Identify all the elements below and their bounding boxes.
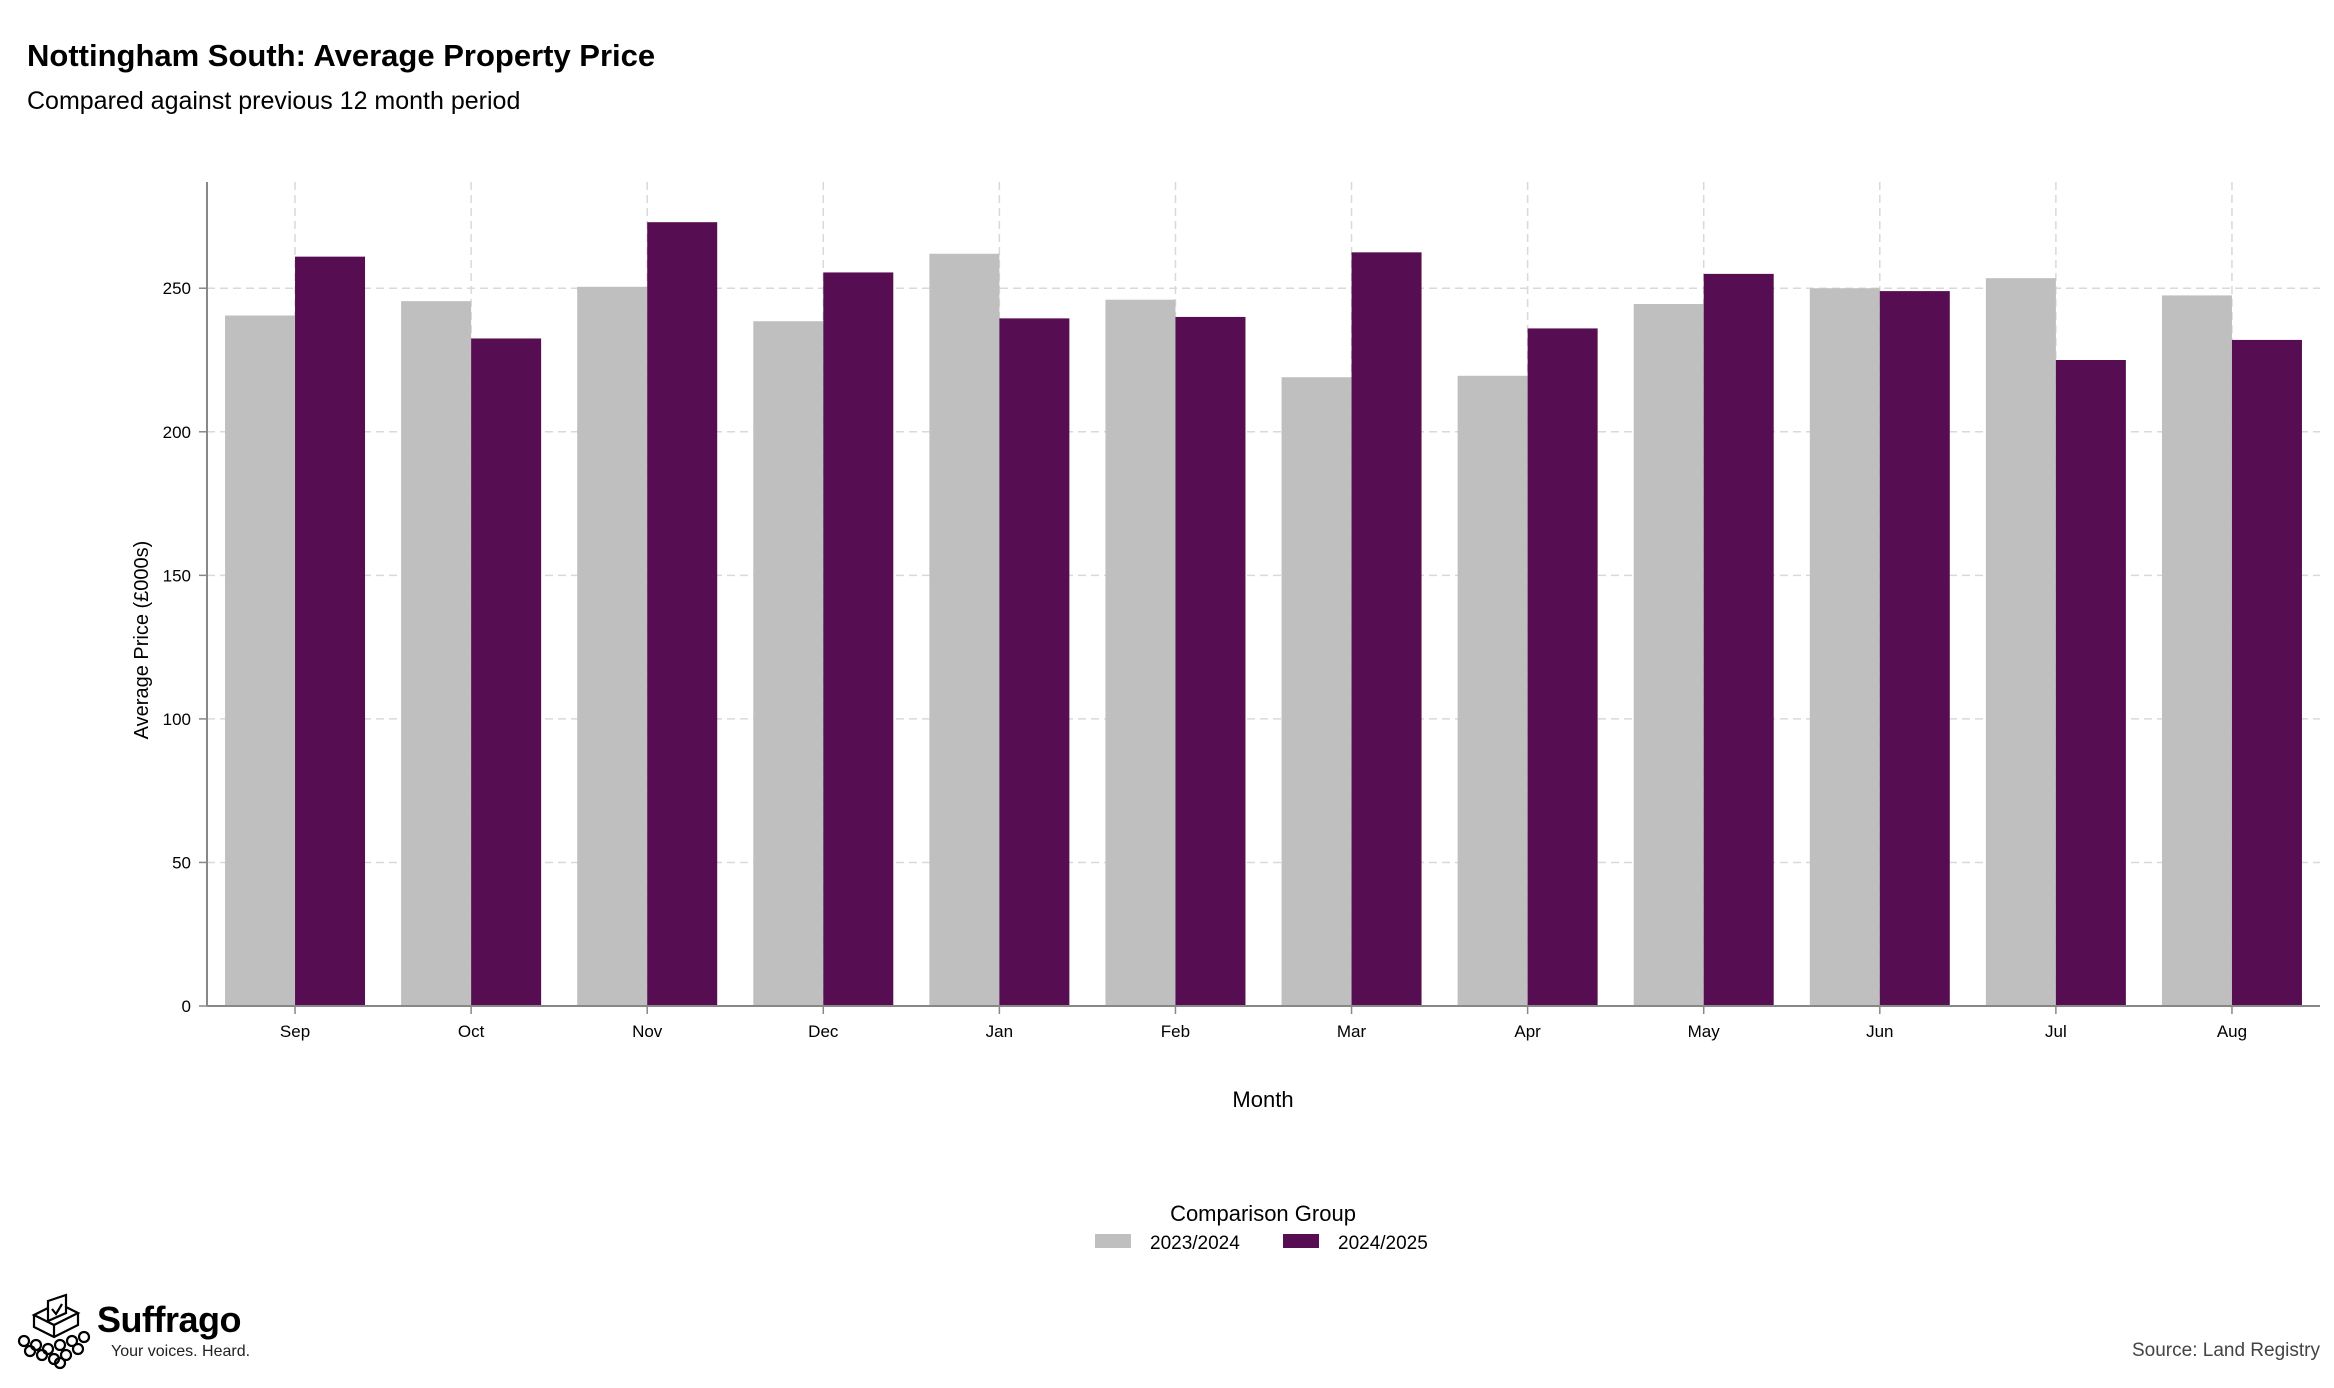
bar-2023-2024-jul (1985, 278, 2056, 1007)
x-tick-label: Feb (1161, 1022, 1190, 1041)
bar-2024-2025-sep (295, 256, 366, 1006)
bar-2023-2024-may (1633, 304, 1704, 1007)
x-tick-label: Mar (1337, 1022, 1367, 1041)
chart-subtitle: Compared against previous 12 month perio… (27, 87, 521, 115)
legend-label-2023-2024: 2023/2024 (1150, 1233, 1240, 1254)
brand-tagline: Your voices. Heard. (111, 1343, 251, 1360)
x-tick-label: Aug (2217, 1022, 2247, 1041)
bar-2023-2024-jun (1809, 288, 1880, 1006)
brand-name: Suffrago (97, 1299, 242, 1340)
bar-2023-2024-dec (753, 321, 824, 1006)
bar-2023-2024-apr (1457, 375, 1528, 1006)
y-tick-label: 100 (163, 710, 191, 729)
bar-2024-2025-dec (823, 272, 894, 1006)
x-tick-label: Dec (808, 1022, 839, 1041)
bar-2024-2025-mar (1351, 252, 1422, 1007)
legend-swatch-2024-2025 (1283, 1234, 1319, 1248)
suffrago-logo-icon (17, 1293, 91, 1370)
bar-2024-2025-may (1703, 273, 1774, 1006)
x-tick-label: Nov (632, 1022, 663, 1041)
x-tick-label: Jan (986, 1022, 1013, 1041)
legend-swatch-2023-2024 (1095, 1234, 1131, 1248)
chart-title: Nottingham South: Average Property Price (27, 38, 656, 73)
x-axis-label: Month (1232, 1087, 1293, 1112)
bar-2023-2024-jan (929, 253, 1000, 1007)
bar-2023-2024-aug (2161, 295, 2232, 1006)
bar-2023-2024-oct (401, 301, 472, 1007)
bar-2024-2025-jun (1879, 291, 1950, 1006)
y-tick-label: 50 (172, 853, 191, 872)
y-axis-label: Average Price (£000s) (131, 541, 153, 740)
x-tick-label: Jul (2045, 1022, 2067, 1041)
x-tick-label: Oct (458, 1022, 485, 1041)
bar-2024-2025-apr (1527, 328, 1598, 1007)
bar-chart: 0 50 100 150 200 250 Sep Oct Nov Dec Jan Feb Mar Apr M… (131, 182, 2320, 1254)
bar-2024-2025-jan (999, 318, 1070, 1006)
bar-2024-2025-aug (2231, 339, 2302, 1006)
y-tick-label: 150 (163, 566, 191, 585)
legend: Comparison Group 2023/2024 2024/2025 (1095, 1201, 1428, 1254)
bar-2023-2024-feb (1105, 299, 1176, 1006)
x-tick-label: Sep (280, 1022, 310, 1041)
axes: 0 50 100 150 200 250 Sep Oct Nov Dec Jan Feb Mar Apr M… (163, 182, 2320, 1041)
bar-2024-2025-jul (2055, 360, 2126, 1006)
y-tick-label: 0 (182, 997, 191, 1016)
x-tick-label: Apr (1514, 1022, 1541, 1041)
x-tick-label: Jun (1866, 1022, 1893, 1041)
bar-2023-2024-mar (1281, 377, 1352, 1006)
y-tick-label: 250 (163, 279, 191, 298)
bar-2024-2025-nov (647, 222, 718, 1006)
bar-2023-2024-sep (225, 315, 296, 1006)
legend-title: Comparison Group (1170, 1201, 1356, 1226)
bar-2024-2025-oct (471, 338, 542, 1006)
source-note: Source: Land Registry (2132, 1340, 2320, 1361)
y-tick-label: 200 (163, 423, 191, 442)
legend-label-2024-2025: 2024/2025 (1338, 1233, 1428, 1254)
x-tick-label: May (1688, 1022, 1721, 1041)
bar-2024-2025-feb (1175, 316, 1246, 1006)
bar-2023-2024-nov (577, 286, 648, 1006)
bars (225, 222, 2302, 1007)
